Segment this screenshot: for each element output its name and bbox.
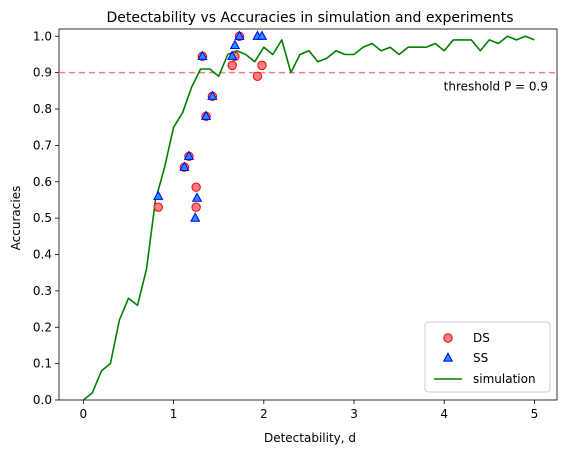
ss-point	[234, 30, 245, 40]
x-axis-label: Detectability, d	[264, 431, 356, 445]
ss-point	[190, 212, 201, 222]
x-tick-label: 3	[350, 407, 358, 421]
legend: DS SS simulation	[424, 321, 551, 393]
plot-area: 0 1 2 3 4 5 0.0 0.1 0.2 0.3 0.4 0.5 0.6 0.7 0.8 0.9 1.0	[33, 28, 558, 421]
x-tick-label: 2	[260, 407, 268, 421]
legend-box	[424, 321, 551, 393]
ss-point	[256, 30, 268, 40]
ss-point	[227, 50, 238, 60]
legend-simulation-label: simulation	[473, 372, 536, 386]
y-tick-label: 0.2	[33, 320, 52, 334]
x-tick-label: 4	[440, 407, 448, 421]
ss-point	[197, 50, 208, 60]
legend-ss-marker	[442, 352, 454, 362]
x-tick-label: 1	[170, 407, 178, 421]
ss-point	[153, 190, 164, 200]
y-tick-label: 0.0	[33, 393, 52, 407]
y-tick-label: 0.7	[33, 138, 52, 152]
ds-point	[153, 202, 163, 212]
y-tick-label: 0.1	[33, 357, 52, 371]
y-tick-label: 0.6	[33, 175, 52, 189]
ss-point	[191, 192, 203, 202]
ds-point	[257, 60, 267, 71]
y-tick-label: 0.5	[33, 211, 52, 225]
ds-point	[227, 60, 237, 71]
ds-point	[252, 71, 263, 81]
series-simulation-line	[82, 35, 535, 401]
ss-point	[207, 90, 218, 100]
ss-point	[229, 39, 241, 49]
y-axis-label: Accuracies	[9, 186, 23, 251]
axes-frame	[58, 28, 558, 401]
ss-point	[179, 161, 190, 171]
threshold-label: threshold P = 0.9	[444, 80, 548, 94]
ds-point	[191, 202, 201, 212]
ss-point	[183, 150, 195, 160]
y-tick-label: 0.8	[33, 102, 52, 116]
legend-ds-marker	[443, 333, 453, 343]
legend-ss-label: SS	[473, 351, 488, 365]
y-tick-label: 0.3	[33, 284, 52, 298]
x-tick-label: 0	[80, 407, 88, 421]
chart-title: Detectability vs Accuracies in simulatio…	[106, 10, 513, 26]
y-tick-label: 0.9	[33, 66, 52, 80]
ds-point	[191, 182, 201, 192]
y-tick-label: 1.0	[33, 29, 52, 43]
ss-point	[200, 110, 212, 120]
x-tick-label: 5	[531, 407, 539, 421]
y-tick-label: 0.4	[33, 248, 52, 262]
legend-ds-label: DS	[473, 331, 490, 345]
